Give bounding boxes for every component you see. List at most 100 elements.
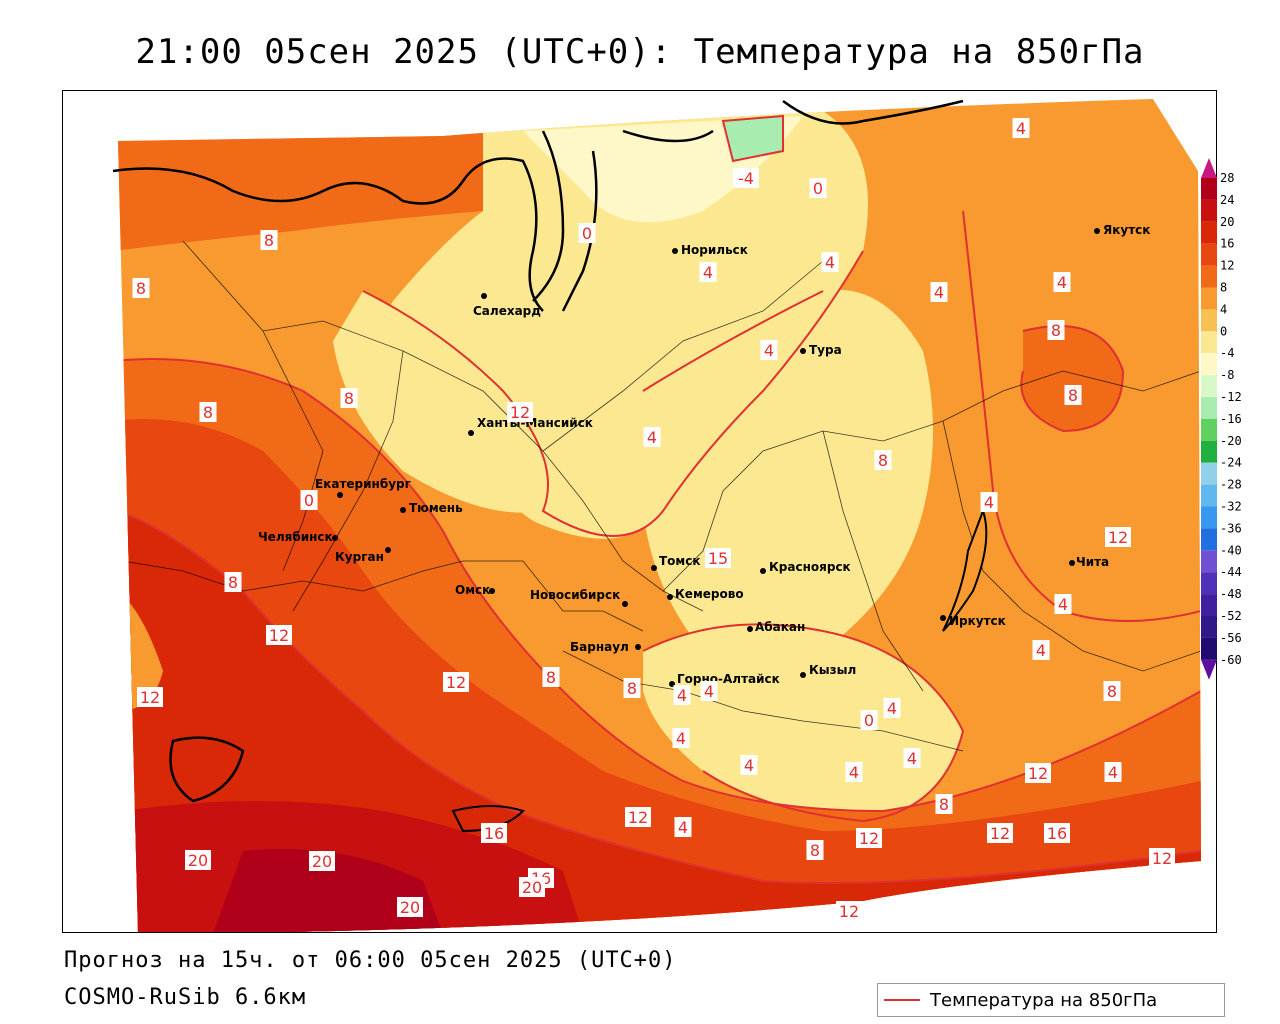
svg-text:4: 4 [984,493,994,512]
svg-text:Кызыл: Кызыл [809,663,856,677]
contour-label: 12 [856,828,882,848]
colorbar-top-arrow [1201,158,1217,178]
city-chelyabinsk: Челябинск [258,530,338,544]
colorbar-tick-label: 28 [1220,171,1234,185]
contour-label: 8 [874,450,892,470]
city-yakutsk: Якутск [1094,223,1150,237]
colorbar-tick-label: 12 [1220,259,1234,273]
svg-text:12: 12 [510,403,530,422]
contour-label: 8 [542,667,560,687]
colorbar-tick-label: -52 [1220,609,1242,623]
svg-text:0: 0 [864,711,874,730]
colorbar-tick-label: -4 [1220,346,1234,360]
colorbar-bottom-arrow [1201,659,1217,680]
svg-text:4: 4 [934,283,944,302]
svg-text:20: 20 [188,851,208,870]
svg-text:Курган: Курган [335,550,384,564]
contour-label: 4 [1053,272,1071,292]
svg-text:4: 4 [1057,273,1067,292]
city-norilsk: Норильск [672,243,748,257]
contour-label: 8 [1064,385,1082,405]
temperature-field [118,99,1201,932]
contour-label: 8 [806,840,824,860]
contour-label: 8 [132,278,150,298]
contour-label: 0 [300,490,318,510]
map-legend: Температура на 850гПа [877,983,1225,1017]
colorbar-swatch [1201,375,1217,397]
contour-label: 8 [1047,320,1065,340]
svg-text:Омск: Омск [455,583,490,597]
forecast-info: Прогноз на 15ч. от 06:00 05сен 2025 (UTC… [64,948,677,973]
colorbar-swatch [1201,353,1217,376]
svg-text:Абакан: Абакан [755,620,805,634]
contour-label: 15 [705,548,731,568]
city-barnaul: Барнаул [570,640,641,654]
city-kemerovo: Кемерово [667,587,744,601]
colorbar-tick-label: -8 [1220,368,1234,382]
colorbar-tick-label: -40 [1220,543,1242,557]
contour-label: 12 [266,625,292,645]
city-kurgan: Курган [335,547,391,564]
city-ekaterinburg: Екатеринбург [315,477,411,498]
map-title: 21:00 05сен 2025 (UTC+0): Температура на… [135,32,1145,72]
colorbar-swatch [1201,484,1217,507]
city-khanty-mansiysk: Ханты-Мансийск [468,416,593,436]
colorbar-tick-label: 16 [1220,237,1234,251]
colorbar-tick-label: -12 [1220,390,1242,404]
colorbar-tick-label: 0 [1220,324,1227,338]
contour-label: 4 [740,755,758,775]
contour-label: 8 [260,230,278,250]
map-panel[interactable]: Салехард Норильск Якутск Тура Ханты-Манс… [62,90,1217,933]
city-krasnoyarsk: Красноярск [760,560,851,574]
legend-label: Температура на 850гПа [930,989,1158,1011]
model-name: COSMO-RuSib 6.6км [64,985,307,1010]
svg-text:Тюмень: Тюмень [409,501,463,515]
contour-label: 8 [224,572,242,592]
contour-label: 4 [673,685,691,705]
svg-text:12: 12 [1152,849,1172,868]
city-tura: Тура [800,343,842,357]
colorbar-swatch [1201,506,1217,529]
colorbar-swatch [1201,199,1217,222]
colorbar-swatch [1201,243,1217,266]
contour-label: 20 [185,850,211,870]
contour-label: 12 [137,687,163,707]
contour-label: 12 [836,901,862,921]
contour-label: 12 [1025,763,1051,783]
svg-text:12: 12 [269,626,289,645]
svg-text:8: 8 [627,679,637,698]
svg-text:Челябинск: Челябинск [258,530,333,544]
svg-text:20: 20 [400,898,420,917]
temperature-map[interactable]: Салехард Норильск Якутск Тура Ханты-Манс… [63,91,1217,933]
svg-text:4: 4 [849,763,859,782]
colorbar-tick-label: 20 [1220,215,1234,229]
contour-label: 16 [481,823,507,843]
contour-label: 20 [397,897,423,917]
contour-label: 4 [674,817,692,837]
svg-text:12: 12 [839,902,859,921]
coastline [112,99,964,312]
colorbar-tick-label: -60 [1220,653,1242,667]
colorbar-swatch [1201,528,1217,551]
contour-label: 4 [903,748,921,768]
colorbar-swatch [1201,440,1217,463]
legend-line-swatch [884,999,920,1001]
svg-text:Салехард: Салехард [473,304,541,318]
svg-text:Красноярск: Красноярск [769,560,851,574]
colorbar-swatch [1201,397,1217,419]
city-markers: Салехард Норильск Якутск Тура Ханты-Манс… [258,223,1150,687]
svg-text:12: 12 [628,808,648,827]
svg-text:Ханты-Мансийск: Ханты-Мансийск [477,416,593,430]
svg-text:8: 8 [546,668,556,687]
svg-text:16: 16 [1047,824,1067,843]
svg-text:20: 20 [522,878,542,897]
contour-label: 8 [199,402,217,422]
contour-label: 8 [340,388,358,408]
svg-text:0: 0 [813,179,823,198]
colorbar-tick-label: 4 [1220,302,1227,316]
svg-text:8: 8 [1107,682,1117,701]
city-novosibirsk: Новосибирск [530,588,628,607]
colorbar-tick-label: 8 [1220,281,1227,295]
colorbar-tick-label: -28 [1220,478,1242,492]
